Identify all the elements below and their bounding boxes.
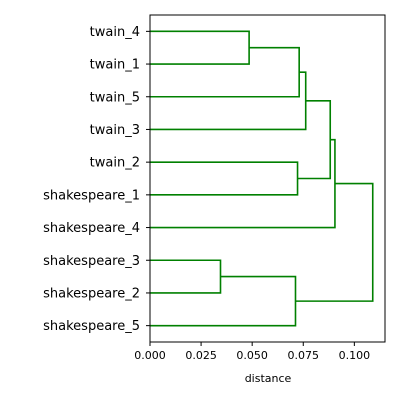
dendrogram-link-c2-shakespeare_5 (150, 275, 297, 327)
leaf-label-twain_1: twain_1 (90, 58, 140, 73)
x-tick-label: 0.100 (339, 349, 371, 362)
x-tick-label: 0.000 (134, 349, 166, 362)
leaf-label-shakespeare_3: shakespeare_3 (43, 254, 140, 269)
x-tick-label: 0.025 (185, 349, 217, 362)
leaf-label-twain_5: twain_5 (90, 90, 140, 105)
leaf-label-shakespeare_1: shakespeare_1 (43, 188, 140, 203)
leaf-label-shakespeare_5: shakespeare_5 (43, 319, 140, 334)
leaf-label-twain_2: twain_2 (90, 156, 140, 171)
x-tick-label: 0.075 (288, 349, 320, 362)
leaf-label-shakespeare_2: shakespeare_2 (43, 286, 140, 301)
dendrogram-link-c3-twain_3 (150, 71, 307, 131)
dendrogram-link-c0-twain_5 (150, 46, 300, 98)
leaf-label-twain_3: twain_3 (90, 123, 140, 138)
dendrogram-link-c7-c4 (295, 182, 374, 302)
dendrogram-link-c5-c1 (297, 100, 332, 180)
leaf-label-shakespeare_4: shakespeare_4 (43, 221, 140, 236)
x-axis: 0.000 0.025 0.050 0.075 0.100 (134, 342, 370, 362)
plot-frame (149, 14, 386, 343)
dendrogram-link-c6-shakespeare_4 (150, 138, 336, 229)
leaf-labels: twain_4 twain_1 twain_5 twain_3 twain_2shake… (43, 25, 150, 334)
x-tick-label: 0.050 (236, 349, 268, 362)
dendrogram-link-twain_2-shakespeare_1 (150, 161, 299, 196)
dendrogram-link-shakespeare_3-shakespeare_2 (150, 259, 222, 294)
dendrogram-links (150, 30, 374, 327)
leaf-label-twain_4: twain_4 (90, 25, 140, 40)
x-axis-title: distance (245, 372, 292, 385)
dendrogram-link-twain_4-twain_1 (150, 30, 250, 65)
